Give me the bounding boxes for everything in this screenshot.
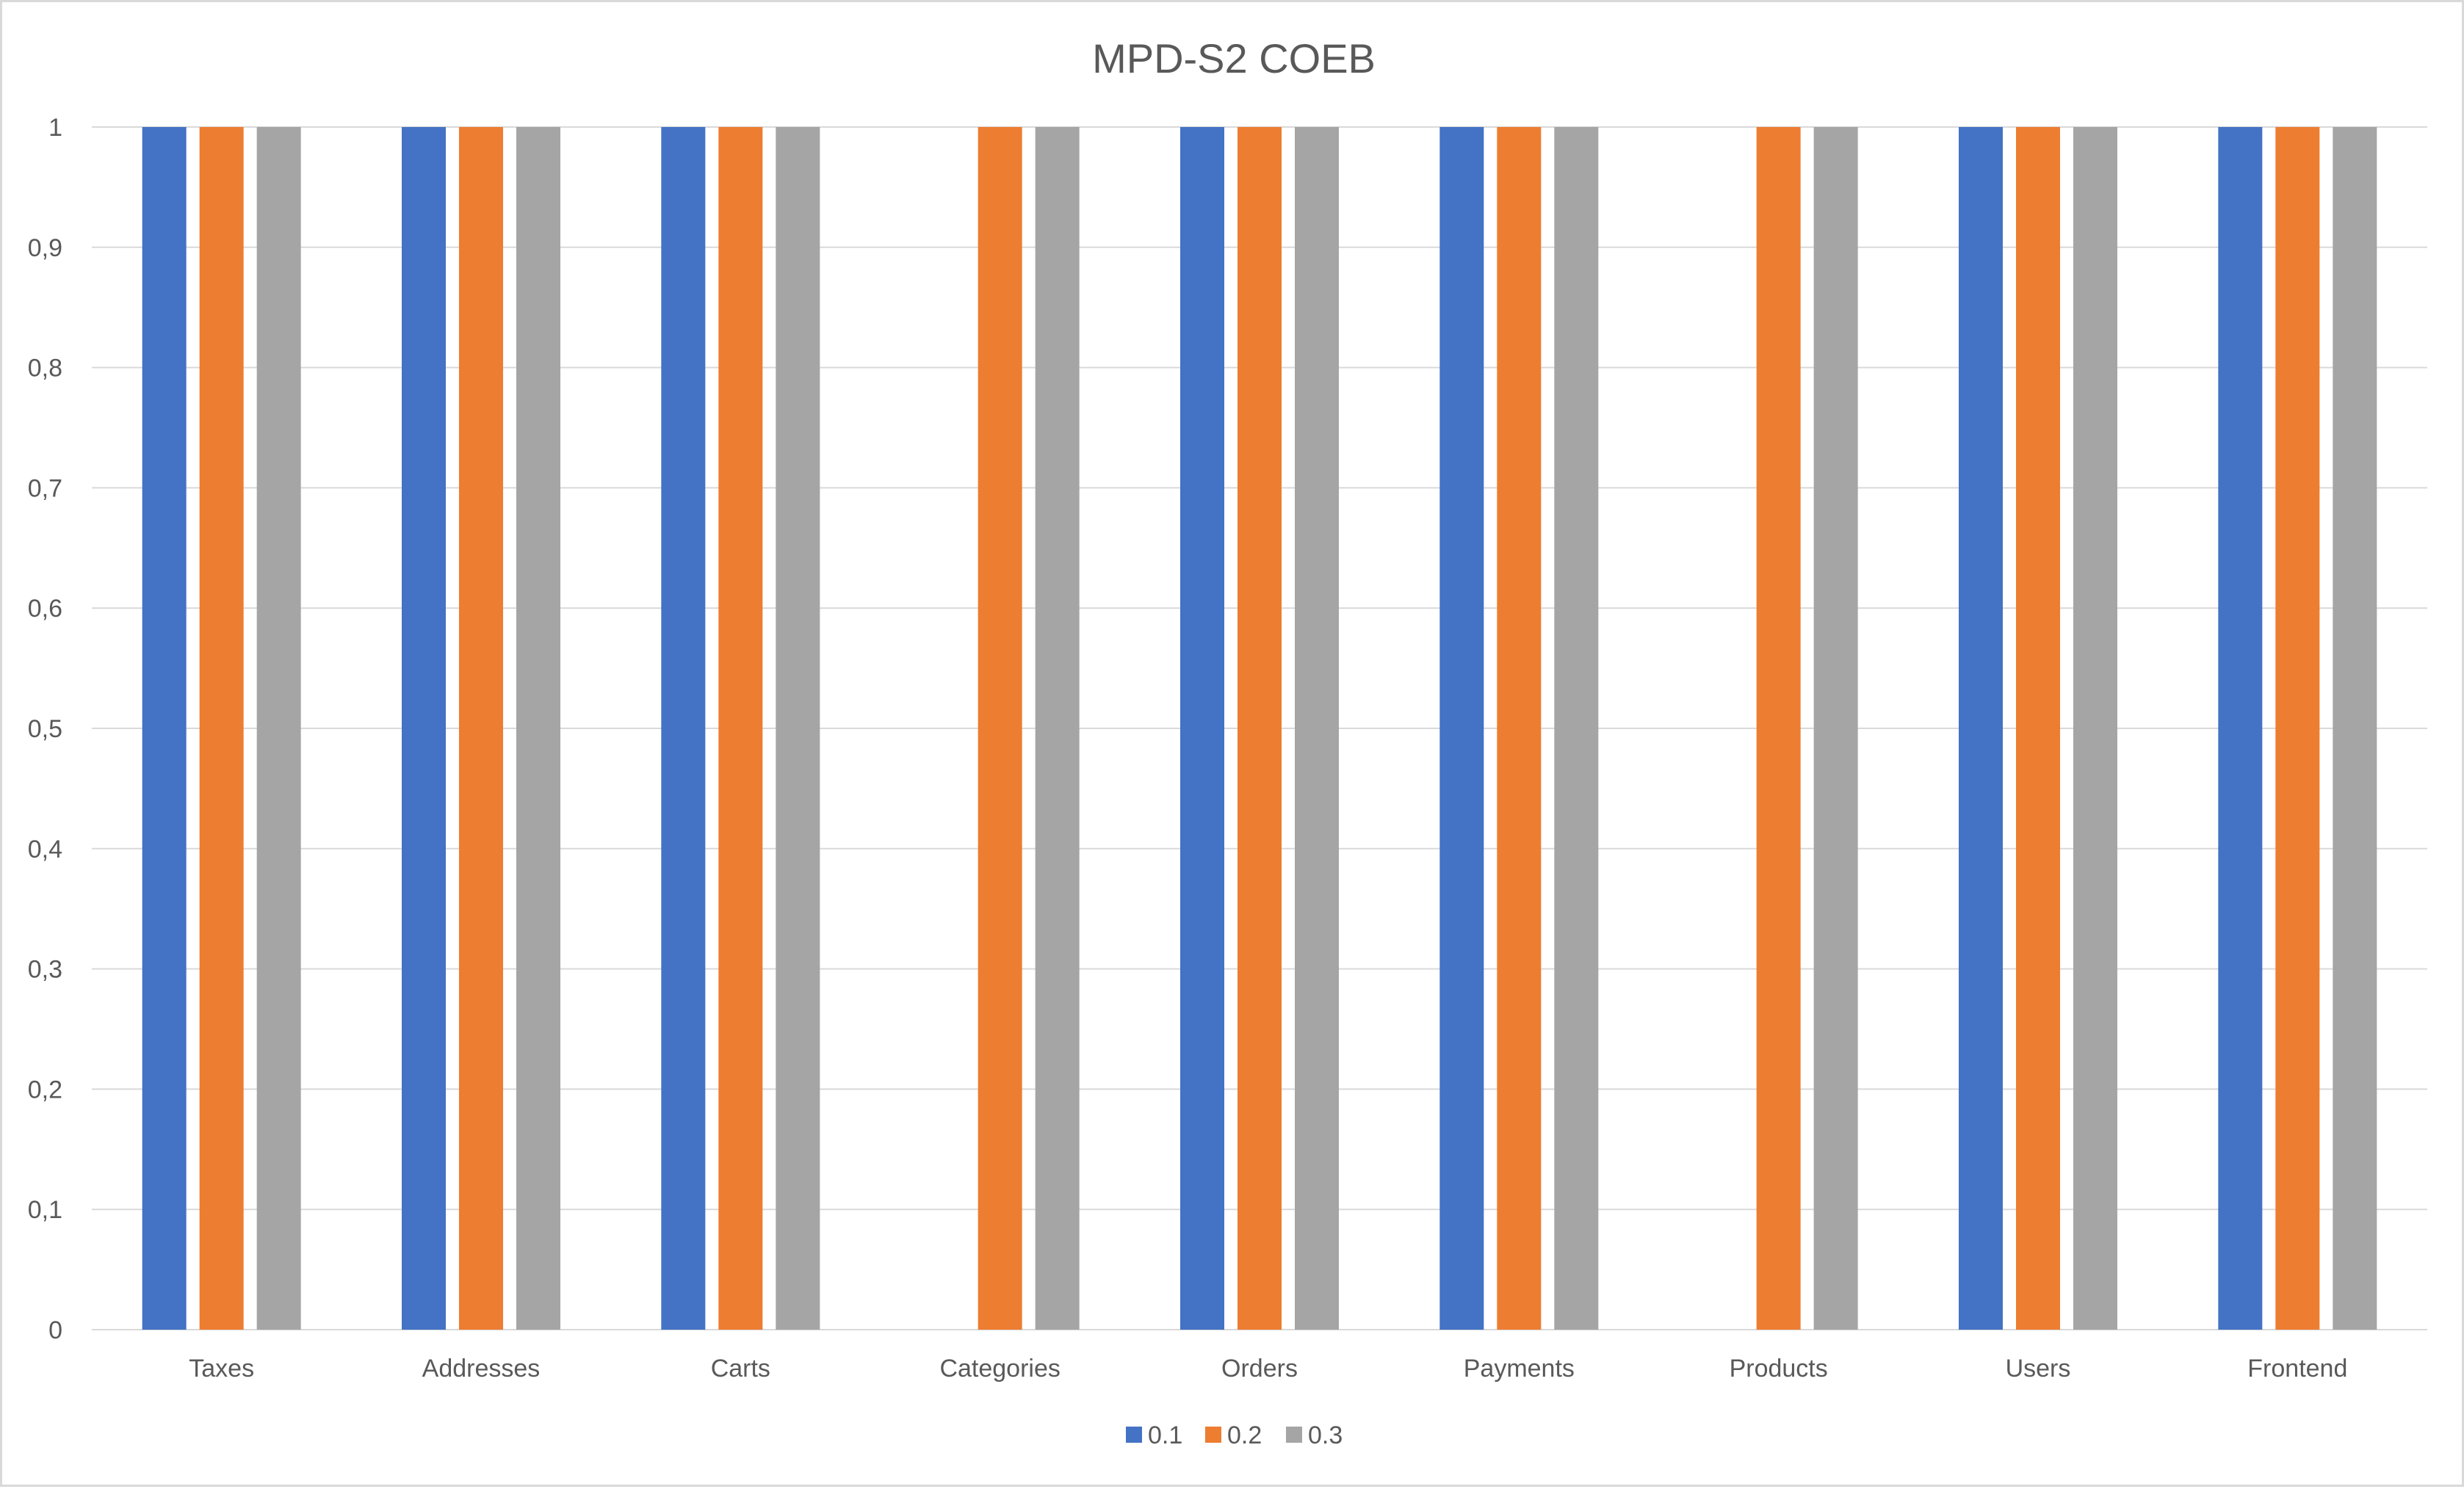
x-axis-tick-labels: Taxes Addresses Carts Categories Orders Payme… xyxy=(189,1355,2347,1383)
bar-payments-0-3 xyxy=(1554,127,1599,1330)
bars xyxy=(142,127,2377,1330)
legend-swatch xyxy=(1205,1427,1221,1443)
legend-item: 0.2 xyxy=(1205,1421,1262,1449)
x-tick-label: Orders xyxy=(1221,1355,1298,1383)
legend-label: 0.1 xyxy=(1148,1421,1182,1449)
bar-payments-0-1 xyxy=(1439,127,1484,1330)
y-tick-label: 1 xyxy=(48,114,62,142)
x-tick-label: Frontend xyxy=(2247,1355,2347,1383)
x-tick-label: Products xyxy=(1730,1355,1828,1383)
bar-products-0-2 xyxy=(1756,127,1801,1330)
bar-users-0-2 xyxy=(2016,127,2060,1330)
y-tick-label: 0,3 xyxy=(28,956,62,984)
legend-swatch xyxy=(1126,1427,1142,1443)
bar-orders-0-3 xyxy=(1295,127,1339,1330)
bar-categories-0-3 xyxy=(1035,127,1080,1330)
x-tick-label: Payments xyxy=(1464,1355,1575,1383)
x-tick-label: Taxes xyxy=(189,1355,254,1383)
bar-addresses-0-1 xyxy=(402,127,446,1330)
bar-frontend-0-1 xyxy=(2218,127,2263,1330)
bar-carts-0-1 xyxy=(661,127,706,1330)
x-tick-label: Carts xyxy=(711,1355,770,1383)
bar-users-0-3 xyxy=(2073,127,2117,1330)
bar-carts-0-3 xyxy=(776,127,820,1330)
legend-item: 0.1 xyxy=(1126,1421,1182,1449)
legend-label: 0.3 xyxy=(1308,1421,1343,1449)
bar-orders-0-2 xyxy=(1238,127,1282,1330)
y-tick-label: 0,7 xyxy=(28,474,62,502)
bar-taxes-0-3 xyxy=(256,127,301,1330)
legend: 0.1 0.2 0.3 xyxy=(1126,1421,1343,1449)
bar-taxes-0-1 xyxy=(142,127,187,1330)
bar-carts-0-2 xyxy=(718,127,763,1330)
y-tick-label: 0,1 xyxy=(28,1196,62,1224)
y-axis-tick-labels: 0 0,1 0,2 0,3 0,4 0,5 0,6 0,7 0,8 0,9 1 xyxy=(28,114,62,1344)
legend-label: 0.2 xyxy=(1227,1421,1262,1449)
bar-orders-0-1 xyxy=(1180,127,1224,1330)
bar-frontend-0-2 xyxy=(2275,127,2320,1330)
chart-title: MPD-S2 COEB xyxy=(1092,35,1376,81)
bar-frontend-0-3 xyxy=(2333,127,2377,1330)
bar-users-0-1 xyxy=(1959,127,2003,1330)
y-tick-label: 0,4 xyxy=(28,836,62,863)
bar-addresses-0-2 xyxy=(459,127,503,1330)
y-tick-label: 0 xyxy=(48,1316,62,1344)
y-tick-label: 0,6 xyxy=(28,595,62,623)
y-tick-label: 0,5 xyxy=(28,715,62,743)
x-tick-label: Categories xyxy=(939,1355,1060,1383)
bar-categories-0-2 xyxy=(978,127,1022,1330)
legend-item: 0.3 xyxy=(1286,1421,1343,1449)
y-tick-label: 0,9 xyxy=(28,234,62,262)
x-tick-label: Users xyxy=(2006,1355,2071,1383)
bar-products-0-3 xyxy=(1813,127,1858,1330)
y-tick-label: 0,2 xyxy=(28,1076,62,1104)
bar-taxes-0-2 xyxy=(199,127,244,1330)
x-tick-label: Addresses xyxy=(422,1355,541,1383)
y-tick-label: 0,8 xyxy=(28,355,62,383)
bar-payments-0-2 xyxy=(1497,127,1542,1330)
legend-swatch xyxy=(1286,1427,1302,1443)
bar-addresses-0-3 xyxy=(516,127,560,1330)
